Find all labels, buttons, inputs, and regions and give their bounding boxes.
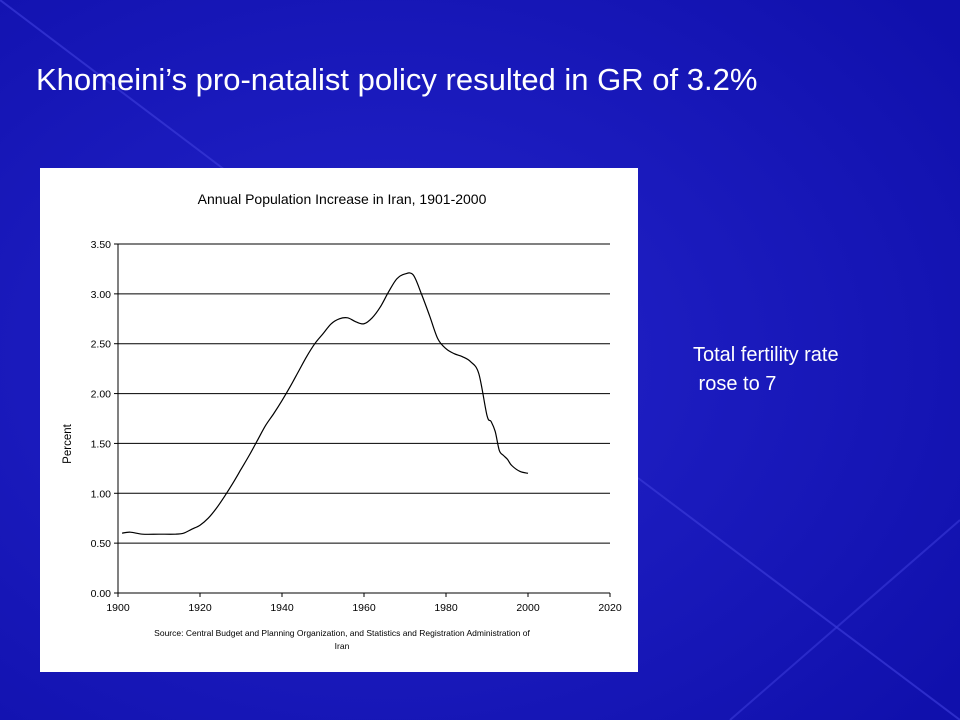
y-tick-label: 1.50 <box>91 438 112 450</box>
note-line-1: Total fertility rate <box>693 344 839 366</box>
x-tick-label: 2020 <box>598 602 622 614</box>
y-tick-label: 0.00 <box>91 588 112 600</box>
chart-title: Annual Population Increase in Iran, 1901… <box>198 191 487 207</box>
series-layer <box>122 272 529 535</box>
y-tick-label: 3.50 <box>91 239 112 251</box>
x-tick-label: 2000 <box>516 602 540 614</box>
x-tick-label: 1960 <box>352 602 376 614</box>
x-tick-label: 1980 <box>434 602 458 614</box>
note-line-2: rose to 7 <box>693 373 777 395</box>
y-tick-label: 2.00 <box>91 389 112 401</box>
y-tick-label: 3.00 <box>91 289 112 301</box>
grid-lines <box>118 243 610 594</box>
y-tick-label: 2.50 <box>91 339 112 351</box>
decor-line <box>637 477 960 720</box>
population-chart: Annual Population Increase in Iran, 1901… <box>62 191 622 651</box>
x-tick-label: 1940 <box>270 602 294 614</box>
source-note: Source: Central Budget and Planning Orga… <box>154 628 530 651</box>
decor-line <box>729 519 960 720</box>
x-tick-label: 1920 <box>188 602 212 614</box>
y-tick-label: 1.00 <box>91 488 112 500</box>
slide-title: Khomeini’s pro-natalist policy resulted … <box>36 62 758 97</box>
y-tick-label: 0.50 <box>91 538 112 550</box>
y-axis-label: Percent <box>62 423 74 463</box>
series-line <box>122 272 529 535</box>
axis-ticks: 0.00 0.50 1.00 1.50 2.00 2.50 3.00 3.50 1900 1920… <box>91 239 622 614</box>
decor-line <box>0 0 226 171</box>
chart-panel: Annual Population Increase in Iran, 1901… <box>40 168 638 672</box>
side-note: Total fertility rate rose to 7 <box>693 341 839 399</box>
x-tick-label: 1900 <box>106 602 130 614</box>
